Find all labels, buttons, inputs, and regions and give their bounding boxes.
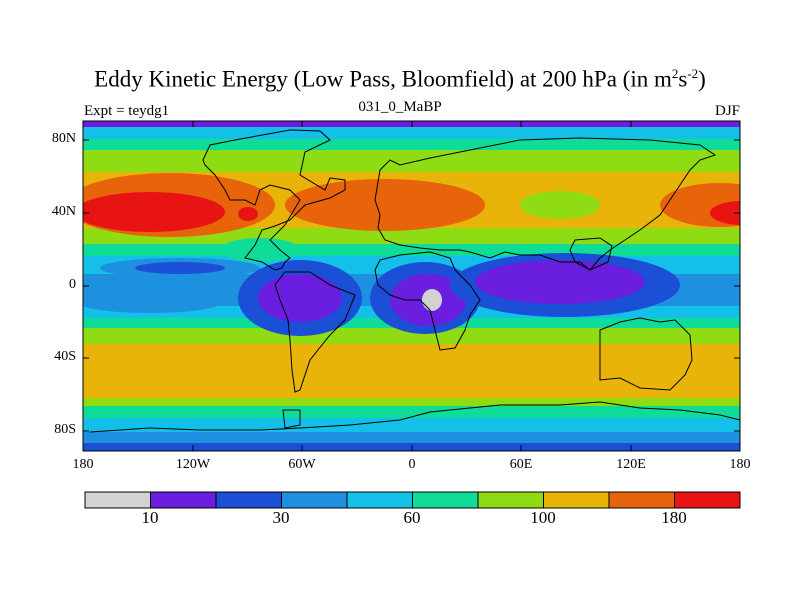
- patch-n-green: [520, 191, 600, 219]
- band-southern: [83, 398, 740, 408]
- eke-field: [83, 121, 740, 451]
- band-antarctic-2: [83, 432, 740, 444]
- coast-north-america: [202, 129, 346, 271]
- lon-label-0: 0: [408, 457, 416, 472]
- lon-label-60w: 60W: [288, 457, 316, 472]
- trop-min-indian-core: [475, 260, 645, 304]
- season-label: DJF: [714, 103, 740, 119]
- jet-atlantic: [285, 179, 485, 231]
- case-label: 031_0_MaBP: [358, 99, 442, 115]
- colorbar-label-10: 10: [141, 508, 159, 527]
- coast-eurasia: [374, 137, 717, 271]
- colorbar-box: [477, 491, 544, 509]
- jet-pacific-core: [83, 192, 225, 232]
- trop-min-americas-core: [258, 274, 342, 322]
- band-southern-2: [83, 406, 740, 420]
- colorbar-box: [674, 491, 741, 509]
- colorbar: [84, 491, 741, 509]
- trop-min-w: [135, 262, 225, 274]
- colorbar-label-180: 180: [661, 508, 687, 527]
- jet-spot: [238, 207, 258, 221]
- coast-antarctica: [89, 401, 741, 433]
- lat-label-0: 0: [69, 277, 76, 292]
- axis-ticks: [83, 121, 740, 451]
- colorbar-box: [215, 491, 282, 509]
- lat-label-80n: 80N: [51, 131, 76, 146]
- colorbar-label-60: 60: [403, 508, 421, 527]
- colorbar-box: [543, 491, 610, 509]
- jet-east-core: [710, 201, 740, 225]
- coast-antarctic-peninsula: [282, 409, 301, 429]
- lon-label-180e: 180: [729, 457, 751, 472]
- band-subarctic: [83, 150, 740, 172]
- patch-n-teal: [220, 238, 300, 262]
- band-tropic-n: [83, 244, 740, 258]
- coast-africa: [374, 251, 481, 351]
- lon-label-120e: 120E: [616, 457, 646, 472]
- colorbar-box: [84, 491, 151, 509]
- band-antarctic: [83, 418, 740, 434]
- lon-label-180w: 180: [72, 457, 94, 472]
- map-title: Eddy Kinetic Energy (Low Pass, Bloomfiel…: [94, 66, 706, 92]
- coast-india: [569, 237, 613, 271]
- lat-label-80s: 80S: [54, 422, 76, 437]
- coast-australia: [599, 317, 693, 391]
- band-arctic: [83, 127, 740, 141]
- colorbar-box: [150, 491, 217, 509]
- lon-label-120w: 120W: [175, 457, 211, 472]
- lat-label-40s: 40S: [54, 349, 76, 364]
- lon-label-60e: 60E: [509, 457, 533, 472]
- coast-south-america: [274, 271, 356, 393]
- colorbar-box: [412, 491, 479, 509]
- colorbar-box: [346, 491, 413, 509]
- band-arctic-2: [83, 139, 740, 153]
- colorbar-label-30: 30: [272, 508, 290, 527]
- trop-min-s: [83, 293, 220, 313]
- colorbar-box: [281, 491, 348, 509]
- experiment-label: Expt = teydg1: [84, 103, 170, 119]
- band-subtropic-s: [83, 328, 740, 344]
- colorbar-box: [608, 491, 675, 509]
- colorbar-label-100: 100: [530, 508, 556, 527]
- lat-label-40n: 40N: [51, 204, 76, 219]
- min-grey-spot: [422, 289, 442, 311]
- coastlines: [89, 129, 741, 433]
